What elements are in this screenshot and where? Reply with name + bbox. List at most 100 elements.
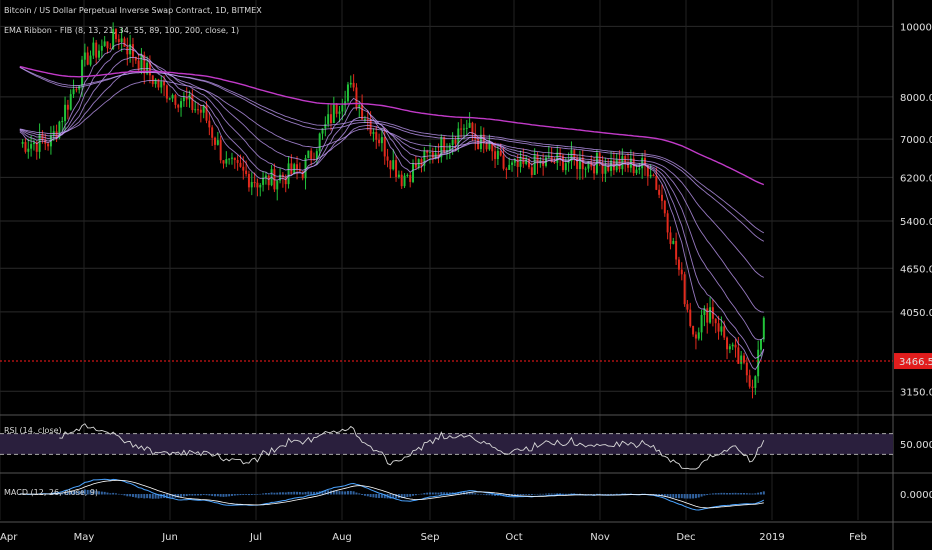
macd-hist-142 (420, 493, 423, 495)
macd-hist-115 (344, 491, 347, 495)
macd-hist-207 (604, 494, 607, 495)
macd-hist-99 (298, 491, 301, 495)
candle-body-223 (649, 174, 652, 177)
macd-hist-139 (412, 494, 415, 496)
candle-body-241 (700, 315, 703, 333)
candle-body-219 (638, 168, 641, 170)
candle-body-128 (380, 137, 383, 144)
macd-hist-79 (242, 494, 245, 495)
candle-body-5 (32, 142, 35, 145)
macd-hist-186 (544, 493, 547, 495)
macd-hist-63 (197, 494, 200, 496)
candle-body-153 (451, 139, 454, 146)
macd-hist-126 (375, 494, 378, 498)
candle-body-111 (332, 104, 335, 124)
candle-body-246 (714, 318, 717, 324)
macd-hist-161 (474, 493, 477, 495)
macd-hist-143 (423, 493, 426, 495)
candle-body-68 (211, 127, 214, 138)
macd-hist-80 (245, 494, 248, 495)
candle-body-181 (530, 167, 533, 175)
macd-hist-258 (748, 493, 751, 495)
candle-body-260 (754, 376, 757, 388)
macd-hist-73 (225, 494, 228, 497)
candle-body-177 (519, 156, 522, 167)
macd-hist-34 (114, 493, 117, 495)
candle-body-55 (174, 95, 177, 105)
macd-hist-182 (533, 494, 536, 495)
candle-body-35 (117, 39, 120, 42)
price-axis: 10000.0 8000.0 7000.0 6200.0 5400.0 4650.0 405… (894, 22, 932, 398)
candle-body-258 (748, 375, 751, 387)
candle-body-109 (327, 114, 330, 125)
candle-body-239 (694, 334, 697, 339)
candle-body-180 (528, 159, 531, 168)
macd-hist-147 (434, 492, 437, 495)
signal-line (19, 479, 764, 509)
macd-hist-193 (564, 493, 567, 495)
candle-body-169 (496, 150, 499, 160)
candle-body-160 (471, 122, 474, 134)
candle-body-98 (296, 164, 299, 170)
macd-hist-78 (239, 494, 242, 496)
candle-body-30 (103, 41, 106, 46)
candle-body-195 (570, 150, 573, 162)
candle-body-183 (536, 154, 539, 164)
y-tick-1: 8000.0 (900, 93, 932, 104)
candle-body-92 (279, 174, 282, 181)
macd-hist-206 (601, 494, 604, 495)
macd-hist-240 (697, 494, 700, 498)
macd-hist-74 (228, 494, 231, 497)
y-tick-5: 4650.0 (900, 264, 932, 275)
candle-body-91 (276, 180, 279, 190)
candle-body-247 (717, 323, 720, 332)
macd-hist-138 (409, 494, 412, 497)
macd-hist-156 (460, 492, 463, 495)
macd-hist-19 (72, 490, 75, 495)
candle-body-173 (508, 164, 511, 170)
y-tick-7: 3150.0 (900, 387, 932, 398)
macd-hist-208 (607, 494, 610, 495)
candle-body-17 (66, 104, 69, 110)
candle-body-7 (38, 133, 41, 152)
candle-body-249 (723, 326, 726, 338)
candle-body-117 (349, 82, 352, 85)
macd-hist-46 (148, 494, 151, 499)
candle-body-66 (205, 105, 208, 121)
x-tick-5: Sep (421, 532, 440, 543)
chart-title: Bitcoin / US Dollar Perpetual Inverse Sw… (4, 6, 262, 15)
macd-hist-233 (677, 494, 680, 499)
candle-body-252 (731, 344, 734, 347)
macd-hist-42 (137, 494, 140, 499)
candle-body-218 (635, 169, 638, 174)
y-tick-3: 6200.0 (900, 173, 932, 184)
candle-body-103 (310, 150, 313, 160)
candle-body-10 (47, 143, 50, 147)
macd-hist-262 (759, 492, 762, 495)
macd-hist-30 (103, 491, 106, 495)
macd-hist-69 (214, 494, 216, 497)
macd-hist-144 (426, 492, 429, 495)
macd-hist-184 (539, 493, 542, 495)
macd-hist-128 (380, 494, 383, 498)
macd-hist-191 (559, 493, 562, 495)
candle-body-198 (578, 157, 581, 169)
macd-hist-29 (100, 491, 103, 495)
candle-body-52 (165, 85, 168, 99)
macd-hist-189 (553, 493, 556, 495)
macd-hist-185 (542, 493, 545, 495)
candle-body-4 (30, 144, 33, 149)
candle-body-14 (58, 121, 61, 138)
candle-body-231 (672, 240, 675, 244)
candle-body-88 (267, 175, 270, 186)
macd-hist-164 (482, 494, 485, 495)
macd-hist-229 (666, 494, 669, 498)
candle-body-84 (256, 182, 259, 188)
macd-hist-44 (143, 494, 146, 499)
macd-hist-85 (259, 493, 262, 495)
candle-body-110 (329, 114, 332, 124)
rsi-band (0, 433, 893, 455)
candle-body-102 (307, 150, 310, 159)
candle-body-206 (601, 162, 604, 174)
